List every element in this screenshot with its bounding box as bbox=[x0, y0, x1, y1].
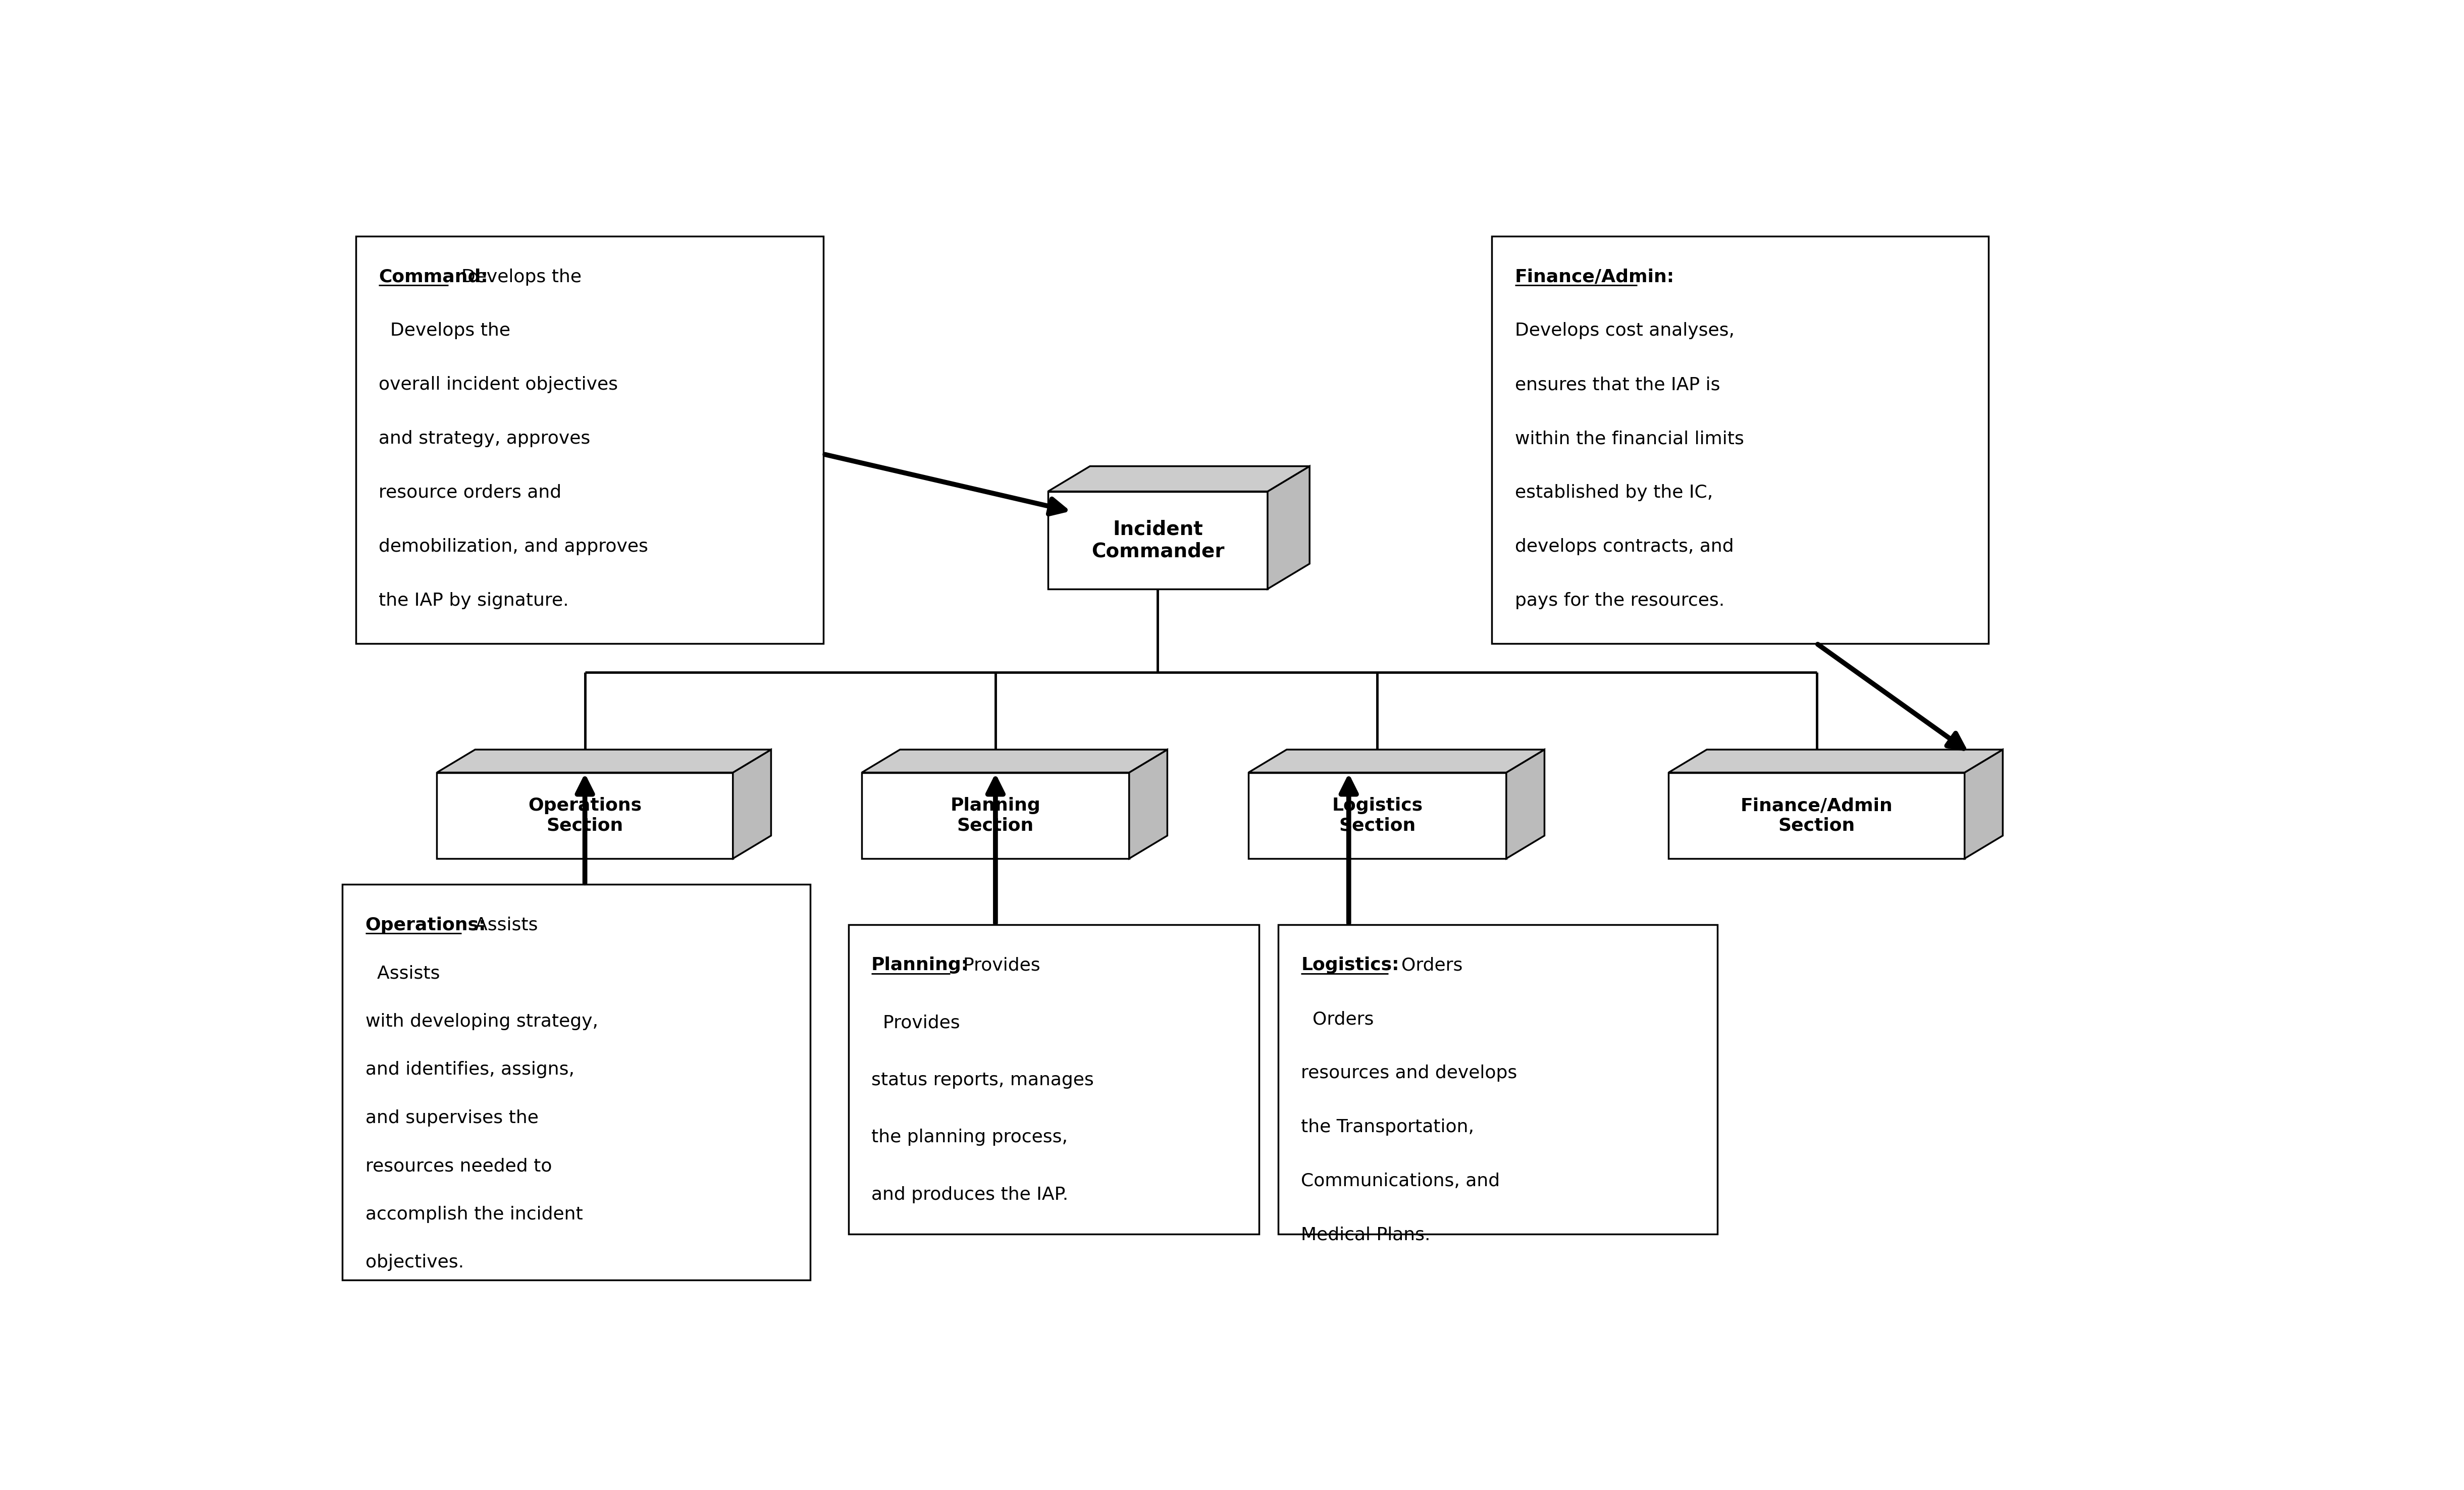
Polygon shape bbox=[862, 772, 1129, 858]
Text: the planning process,: the planning process, bbox=[872, 1129, 1067, 1146]
Text: Finance/Admin:: Finance/Admin: bbox=[1515, 268, 1676, 286]
Text: Provides: Provides bbox=[872, 1015, 961, 1031]
Polygon shape bbox=[1047, 492, 1266, 589]
Text: and supervises the: and supervises the bbox=[365, 1109, 537, 1126]
Text: Operations
Section: Operations Section bbox=[527, 797, 641, 834]
Text: status reports, manages: status reports, manages bbox=[872, 1071, 1094, 1089]
Text: Finance/Admin
Section: Finance/Admin Section bbox=[1740, 797, 1892, 834]
Text: Planning:: Planning: bbox=[872, 957, 968, 974]
Polygon shape bbox=[732, 749, 771, 858]
Text: Assists: Assists bbox=[463, 916, 537, 934]
Text: Develops cost analyses,: Develops cost analyses, bbox=[1515, 322, 1735, 340]
Text: resources needed to: resources needed to bbox=[365, 1158, 552, 1174]
Text: accomplish the incident: accomplish the incident bbox=[365, 1205, 584, 1223]
Bar bbox=[1279, 924, 1717, 1234]
Text: the IAP by signature.: the IAP by signature. bbox=[379, 592, 569, 609]
Text: with developing strategy,: with developing strategy, bbox=[365, 1013, 599, 1030]
Text: within the financial limits: within the financial limits bbox=[1515, 431, 1745, 447]
Text: Develops the: Develops the bbox=[379, 322, 510, 340]
Text: Incident
Commander: Incident Commander bbox=[1092, 520, 1225, 560]
Text: established by the IC,: established by the IC, bbox=[1515, 484, 1712, 501]
Text: resources and develops: resources and develops bbox=[1301, 1064, 1518, 1082]
Text: objectives.: objectives. bbox=[365, 1253, 463, 1271]
Bar bbox=[342, 885, 811, 1280]
Polygon shape bbox=[1668, 772, 1964, 858]
Text: Operations:: Operations: bbox=[365, 916, 485, 934]
Text: Orders: Orders bbox=[1301, 1010, 1375, 1028]
Text: ensures that the IAP is: ensures that the IAP is bbox=[1515, 375, 1720, 393]
Polygon shape bbox=[1266, 466, 1308, 589]
Text: Command:: Command: bbox=[379, 268, 488, 286]
Polygon shape bbox=[862, 749, 1168, 772]
Text: and identifies, assigns,: and identifies, assigns, bbox=[365, 1061, 574, 1079]
Text: the Transportation,: the Transportation, bbox=[1301, 1119, 1473, 1135]
Text: Communications, and: Communications, and bbox=[1301, 1173, 1501, 1189]
Bar bbox=[355, 235, 823, 644]
Polygon shape bbox=[436, 749, 771, 772]
Bar bbox=[848, 924, 1259, 1234]
Text: Assists: Assists bbox=[365, 964, 439, 982]
Text: Provides: Provides bbox=[951, 957, 1040, 974]
Polygon shape bbox=[1047, 466, 1308, 492]
Text: Logistics:: Logistics: bbox=[1301, 957, 1400, 974]
Text: Develops the: Develops the bbox=[451, 268, 582, 286]
Text: overall incident objectives: overall incident objectives bbox=[379, 375, 618, 393]
Polygon shape bbox=[1249, 772, 1506, 858]
Polygon shape bbox=[1249, 749, 1545, 772]
Text: resource orders and: resource orders and bbox=[379, 484, 562, 501]
Text: Medical Plans.: Medical Plans. bbox=[1301, 1226, 1432, 1244]
Polygon shape bbox=[1506, 749, 1545, 858]
Polygon shape bbox=[436, 772, 732, 858]
Polygon shape bbox=[1964, 749, 2003, 858]
Text: and strategy, approves: and strategy, approves bbox=[379, 431, 591, 447]
Text: Planning
Section: Planning Section bbox=[951, 797, 1040, 834]
Text: Logistics
Section: Logistics Section bbox=[1333, 797, 1422, 834]
Text: demobilization, and approves: demobilization, and approves bbox=[379, 538, 648, 556]
Polygon shape bbox=[1668, 749, 2003, 772]
Bar bbox=[1493, 235, 1988, 644]
Text: and produces the IAP.: and produces the IAP. bbox=[872, 1186, 1069, 1204]
Polygon shape bbox=[1129, 749, 1168, 858]
Text: Orders: Orders bbox=[1390, 957, 1464, 974]
Text: pays for the resources.: pays for the resources. bbox=[1515, 592, 1725, 609]
Text: develops contracts, and: develops contracts, and bbox=[1515, 538, 1735, 556]
